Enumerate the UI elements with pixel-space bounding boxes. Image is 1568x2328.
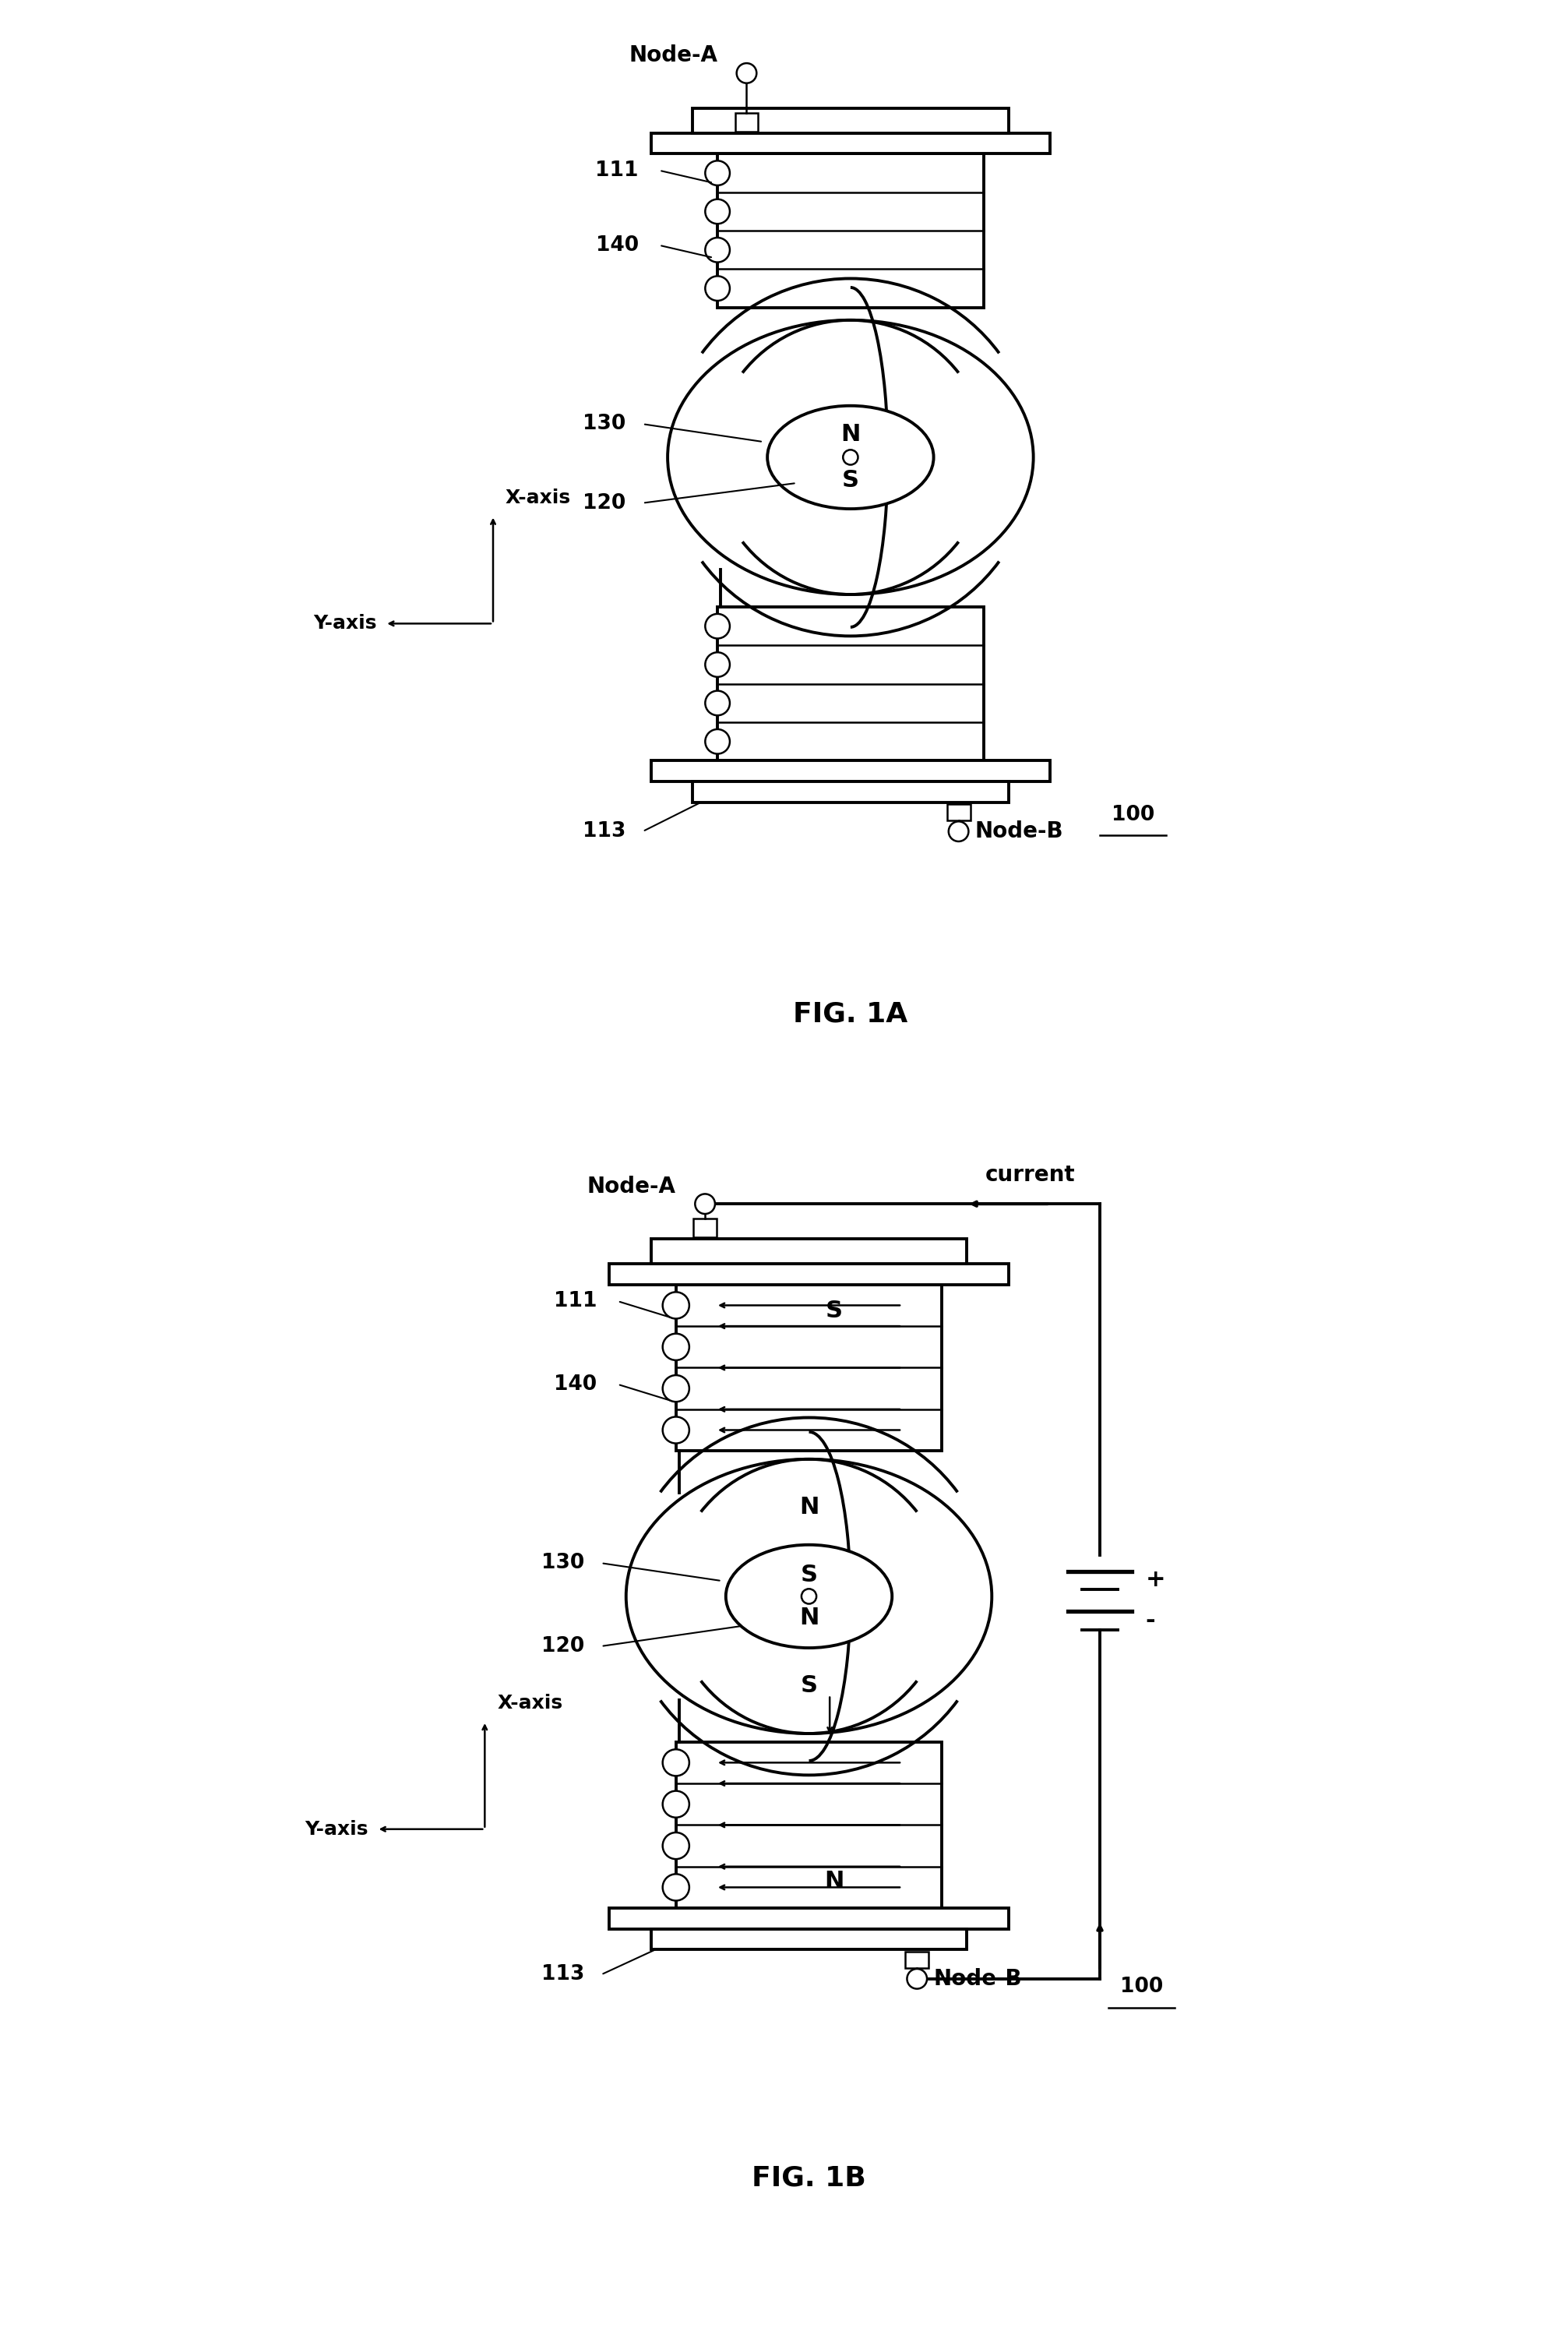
Circle shape: [663, 1874, 690, 1900]
Ellipse shape: [726, 1546, 892, 1648]
Ellipse shape: [626, 1460, 993, 1734]
Bar: [693, 782, 1008, 803]
Circle shape: [695, 1194, 715, 1213]
Bar: [610, 1264, 1008, 1285]
Text: S: S: [800, 1564, 817, 1585]
Text: X-axis: X-axis: [505, 489, 571, 508]
Ellipse shape: [767, 405, 933, 510]
Text: S: S: [842, 470, 859, 491]
Text: 140: 140: [596, 235, 638, 256]
Text: 100: 100: [1120, 1976, 1163, 1997]
Text: Node-B: Node-B: [933, 1967, 1022, 1990]
Circle shape: [706, 200, 729, 223]
Text: 111: 111: [554, 1292, 597, 1311]
Bar: [947, 803, 971, 822]
Text: 130: 130: [541, 1553, 585, 1574]
Bar: [735, 114, 759, 130]
Text: S: S: [825, 1299, 842, 1322]
Circle shape: [706, 729, 729, 754]
Text: Node-B: Node-B: [975, 819, 1063, 843]
Text: N: N: [800, 1606, 818, 1630]
Circle shape: [663, 1376, 690, 1401]
Text: FIG. 1A: FIG. 1A: [793, 1001, 908, 1027]
Text: +: +: [1146, 1569, 1165, 1590]
Text: N: N: [800, 1497, 818, 1518]
Text: 113: 113: [541, 1965, 585, 1986]
Circle shape: [706, 691, 729, 715]
Text: current: current: [985, 1164, 1076, 1185]
Bar: [676, 1285, 942, 1450]
Text: 113: 113: [583, 822, 626, 840]
Circle shape: [706, 277, 729, 300]
Bar: [651, 1238, 967, 1264]
Text: 130: 130: [583, 414, 626, 433]
Text: 120: 120: [583, 494, 626, 512]
Circle shape: [663, 1292, 690, 1318]
Bar: [651, 1930, 967, 1951]
Text: Node-A: Node-A: [586, 1176, 676, 1197]
Text: S: S: [800, 1674, 817, 1697]
Text: Y-axis: Y-axis: [314, 615, 376, 633]
Bar: [651, 133, 1051, 154]
Bar: [676, 1741, 942, 1909]
Circle shape: [663, 1790, 690, 1818]
Text: Y-axis: Y-axis: [304, 1820, 368, 1839]
Bar: [651, 761, 1051, 782]
Text: FIG. 1B: FIG. 1B: [751, 2165, 866, 2191]
Circle shape: [663, 1748, 690, 1776]
Text: Node-A: Node-A: [629, 44, 718, 68]
Bar: [905, 1951, 928, 1967]
Ellipse shape: [668, 321, 1033, 594]
Text: -: -: [1146, 1611, 1156, 1632]
Circle shape: [801, 1588, 817, 1604]
Bar: [718, 608, 983, 761]
Circle shape: [663, 1334, 690, 1360]
Bar: [718, 154, 983, 307]
Text: 140: 140: [554, 1374, 597, 1394]
Circle shape: [737, 63, 757, 84]
Circle shape: [906, 1969, 927, 1988]
Text: N: N: [840, 424, 861, 445]
Circle shape: [706, 615, 729, 638]
Text: 111: 111: [596, 161, 638, 182]
Circle shape: [663, 1418, 690, 1443]
Circle shape: [663, 1832, 690, 1860]
Circle shape: [706, 161, 729, 186]
Text: N: N: [825, 1869, 844, 1893]
Circle shape: [949, 822, 969, 840]
Circle shape: [706, 237, 729, 263]
Bar: [693, 107, 1008, 133]
Text: 120: 120: [541, 1637, 585, 1655]
Circle shape: [844, 449, 858, 466]
Bar: [610, 1909, 1008, 1930]
Text: X-axis: X-axis: [497, 1695, 563, 1713]
Bar: [693, 1220, 717, 1236]
Text: 100: 100: [1112, 805, 1154, 824]
Circle shape: [706, 652, 729, 677]
